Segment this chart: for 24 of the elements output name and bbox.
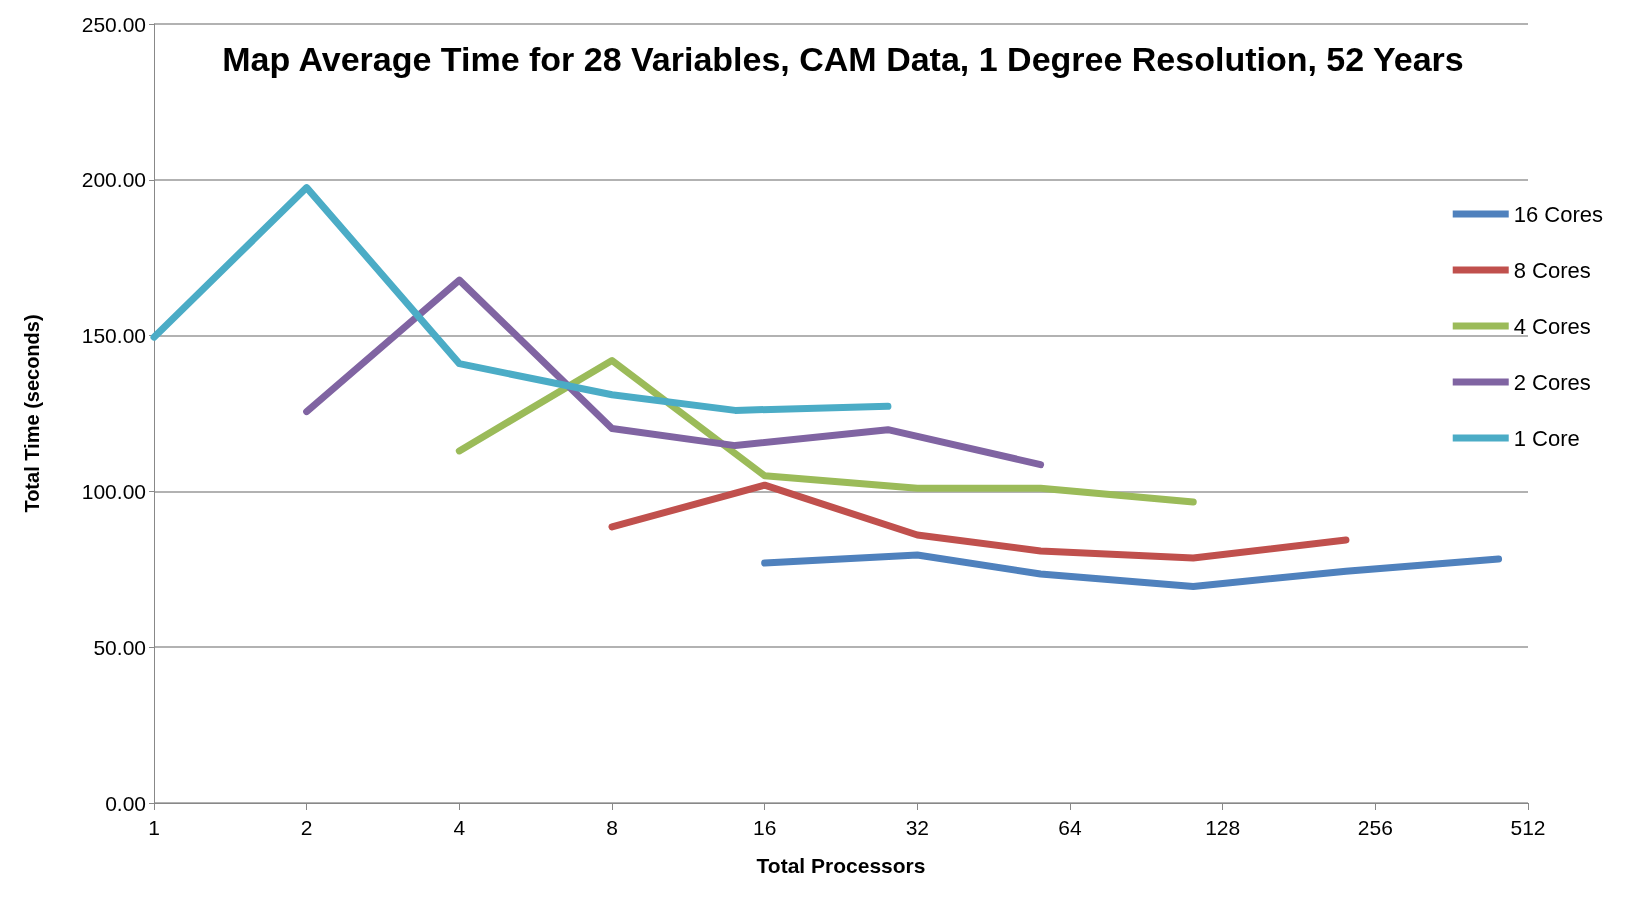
y-tick-label: 200.00: [81, 168, 146, 192]
x-tick-label: 1: [148, 816, 160, 839]
legend-label: 1 Core: [1513, 425, 1580, 451]
x-tick-label: 256: [1357, 816, 1393, 839]
x-tick-label: 512: [1510, 816, 1546, 839]
y-tick-label: 0.00: [105, 791, 146, 815]
y-axis-title: Total Time (seconds): [21, 314, 43, 513]
legend-label: 8 Cores: [1513, 257, 1591, 283]
x-tick-label: 64: [1058, 816, 1082, 839]
y-tick-label: 150.00: [81, 324, 146, 348]
x-tick-label: 16: [752, 816, 777, 839]
legend-label: 2 Cores: [1513, 369, 1591, 395]
y-tick-label: 250.00: [81, 12, 146, 36]
x-tick-label: 2: [300, 816, 313, 839]
text: Map Average Time for 28 Variables, CAM Data, 1 Degree Resolution, 52 Years: [222, 40, 1464, 78]
x-tick-label: 128: [1205, 816, 1241, 839]
legend-label: 4 Cores: [1513, 313, 1591, 339]
x-tick-label: 4: [453, 816, 466, 839]
x-tick-label: 32: [905, 816, 930, 839]
y-tick-label: 50.00: [93, 635, 146, 659]
x-tick-label: 8: [606, 816, 618, 839]
legend-label: 16 Cores: [1513, 201, 1604, 227]
y-tick-label: 100.00: [81, 479, 146, 503]
x-axis-title: Total Processors: [756, 854, 926, 877]
